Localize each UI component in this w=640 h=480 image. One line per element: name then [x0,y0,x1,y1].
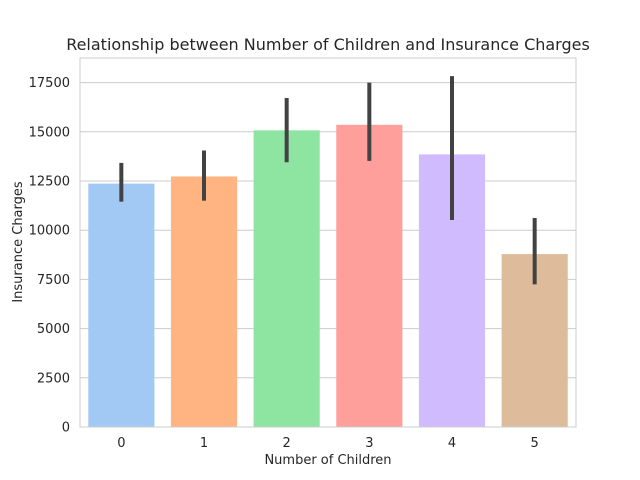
y-tick-label: 0 [62,421,70,436]
bar-3 [336,124,403,427]
x-tick-label: 4 [448,436,456,451]
y-tick-label: 10000 [29,224,70,239]
x-tick-label: 1 [200,436,208,451]
x-tick-label: 5 [531,436,539,451]
x-tick-label: 0 [117,436,125,451]
bar-2 [253,130,320,427]
bars [88,124,568,427]
bar-1 [170,176,238,427]
y-tick-labels: 0 2500 5000 7500 10000 12500 15000 17500 [29,76,70,435]
bar-0 [88,183,155,427]
plot-background [80,58,576,427]
chart-title: Relationship between Number of Children … [66,35,590,54]
y-tick-label: 17500 [29,76,70,91]
y-axis-label: Insurance Charges [11,181,26,303]
y-tick-label: 2500 [37,371,70,386]
x-tick-label: 2 [283,436,291,451]
error-bars [119,76,537,285]
y-tick-label: 12500 [29,175,70,190]
x-tick-labels: 0 1 2 3 4 5 [117,436,539,451]
x-axis-label: Number of Children [264,453,391,468]
y-tick-label: 5000 [37,322,70,337]
y-tick-label: 7500 [37,273,70,288]
y-tick-label: 15000 [29,125,70,140]
x-tick-label: 3 [365,436,373,451]
plot-frame [79,57,577,428]
